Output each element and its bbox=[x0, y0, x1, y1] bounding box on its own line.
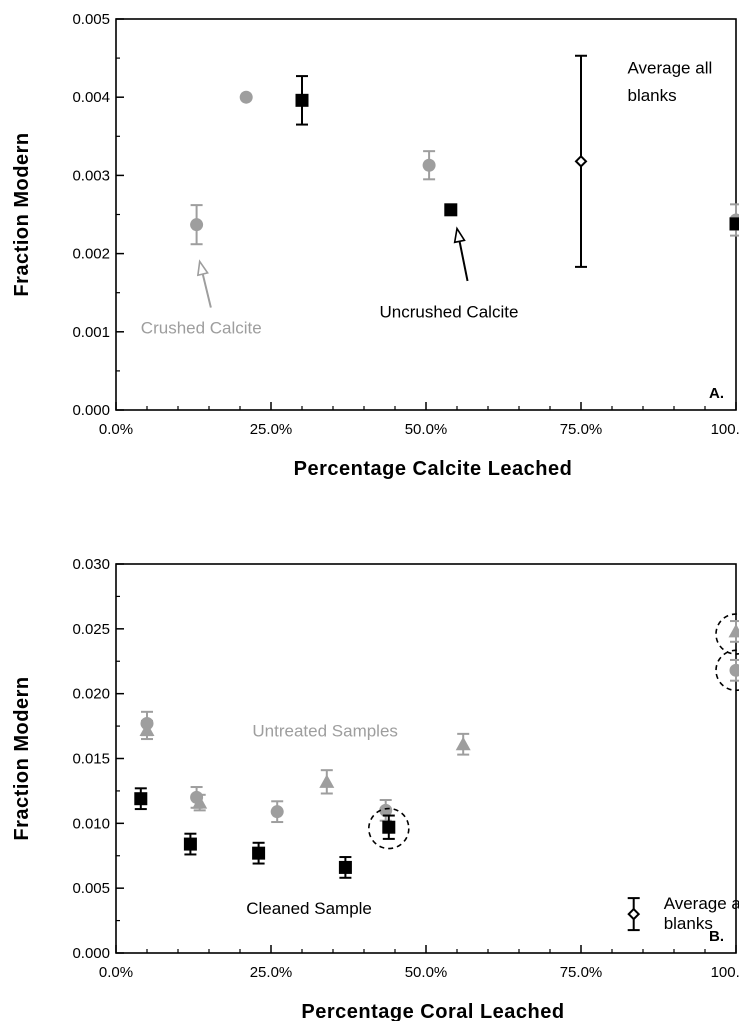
data-point-square bbox=[252, 846, 266, 860]
data-point-square bbox=[382, 820, 396, 834]
x-tick-label: 75.0% bbox=[560, 964, 603, 981]
plot-frame bbox=[115, 563, 737, 954]
data-point-circle bbox=[422, 158, 436, 172]
data-point-square bbox=[338, 860, 352, 874]
x-tick-label: 25.0% bbox=[250, 964, 293, 981]
data-point-triangle bbox=[728, 623, 739, 638]
x-tick-label: 75.0% bbox=[560, 421, 603, 438]
annotation-text: Uncrushed Calcite bbox=[380, 303, 519, 322]
chart-panel-a: 0.0% 25.0% 50.0% 75.0% 100.0% 0.000 0.001 0.002… bbox=[11, 11, 739, 480]
y-tick-label: 0.004 bbox=[72, 89, 110, 106]
annotation-text: Cleaned Sample bbox=[246, 899, 372, 918]
annotation-text: blanks bbox=[628, 86, 677, 105]
x-tick-label: 50.0% bbox=[405, 421, 448, 438]
highlight-circle bbox=[367, 807, 410, 850]
y-tick-label: 0.005 bbox=[72, 880, 110, 897]
x-tick-label: 100.0% bbox=[711, 421, 739, 438]
annotation-arrow bbox=[201, 273, 212, 308]
x-tick-label: 100.0% bbox=[711, 964, 739, 981]
x-tick-label: 0.0% bbox=[99, 421, 133, 438]
x-axis-label: Percentage Coral Leached bbox=[301, 1001, 564, 1021]
y-tick-label: 0.003 bbox=[72, 167, 110, 184]
y-tick-label: 0.020 bbox=[72, 686, 110, 703]
data-point-square bbox=[183, 837, 197, 851]
data-point-triangle bbox=[192, 795, 208, 809]
data-point-square bbox=[444, 203, 458, 217]
y-tick-label: 0.030 bbox=[72, 556, 110, 573]
y-tick-label: 0.000 bbox=[72, 945, 110, 962]
x-tick-label: 50.0% bbox=[405, 964, 448, 981]
annotation-text: Untreated Samples bbox=[252, 721, 398, 740]
data-point-square bbox=[729, 217, 739, 231]
legend-text: Average all bbox=[664, 894, 739, 913]
annotation-arrow bbox=[458, 241, 469, 282]
data-point-circle bbox=[729, 663, 739, 677]
y-axis-label: Fraction Modern bbox=[11, 132, 33, 296]
y-tick-label: 0.025 bbox=[72, 621, 110, 638]
annotation-arrow-head bbox=[196, 259, 209, 277]
x-tick-label: 0.0% bbox=[99, 964, 133, 981]
chart-panel-b: 0.0% 25.0% 50.0% 75.0% 100.0% 0.000 0.005 0.010… bbox=[11, 556, 739, 1021]
y-tick-label: 0.005 bbox=[72, 11, 110, 28]
data-point-circle bbox=[270, 805, 284, 819]
data-point-triangle bbox=[319, 774, 335, 788]
data-point-triangle bbox=[139, 722, 155, 736]
annotation-arrow-head bbox=[453, 226, 466, 244]
y-tick-label: 0.001 bbox=[72, 324, 110, 341]
y-tick-label: 0.015 bbox=[72, 751, 110, 768]
x-axis-label: Percentage Calcite Leached bbox=[294, 458, 573, 480]
data-point-triangle bbox=[455, 736, 471, 751]
data-point-circle bbox=[239, 90, 253, 104]
highlight-circle bbox=[715, 649, 739, 692]
data-point-diamond bbox=[574, 154, 588, 168]
data-point-circle bbox=[379, 803, 393, 817]
data-point-square bbox=[295, 93, 309, 107]
annotation-text: Average all bbox=[628, 59, 713, 78]
legend-text: blanks bbox=[664, 914, 713, 933]
highlight-circle bbox=[715, 613, 739, 655]
panel-label: A. bbox=[709, 385, 724, 402]
annotation-text: Crushed Calcite bbox=[141, 318, 262, 337]
y-axis-label: Fraction Modern bbox=[11, 676, 33, 840]
x-tick-label: 25.0% bbox=[250, 421, 293, 438]
data-point-square bbox=[134, 792, 148, 806]
y-tick-label: 0.002 bbox=[72, 246, 110, 263]
data-point-circle bbox=[190, 218, 204, 232]
panel-label: B. bbox=[709, 928, 724, 945]
y-tick-label: 0.000 bbox=[72, 402, 110, 419]
y-tick-label: 0.010 bbox=[72, 815, 110, 832]
legend-diamond-marker bbox=[627, 907, 641, 921]
